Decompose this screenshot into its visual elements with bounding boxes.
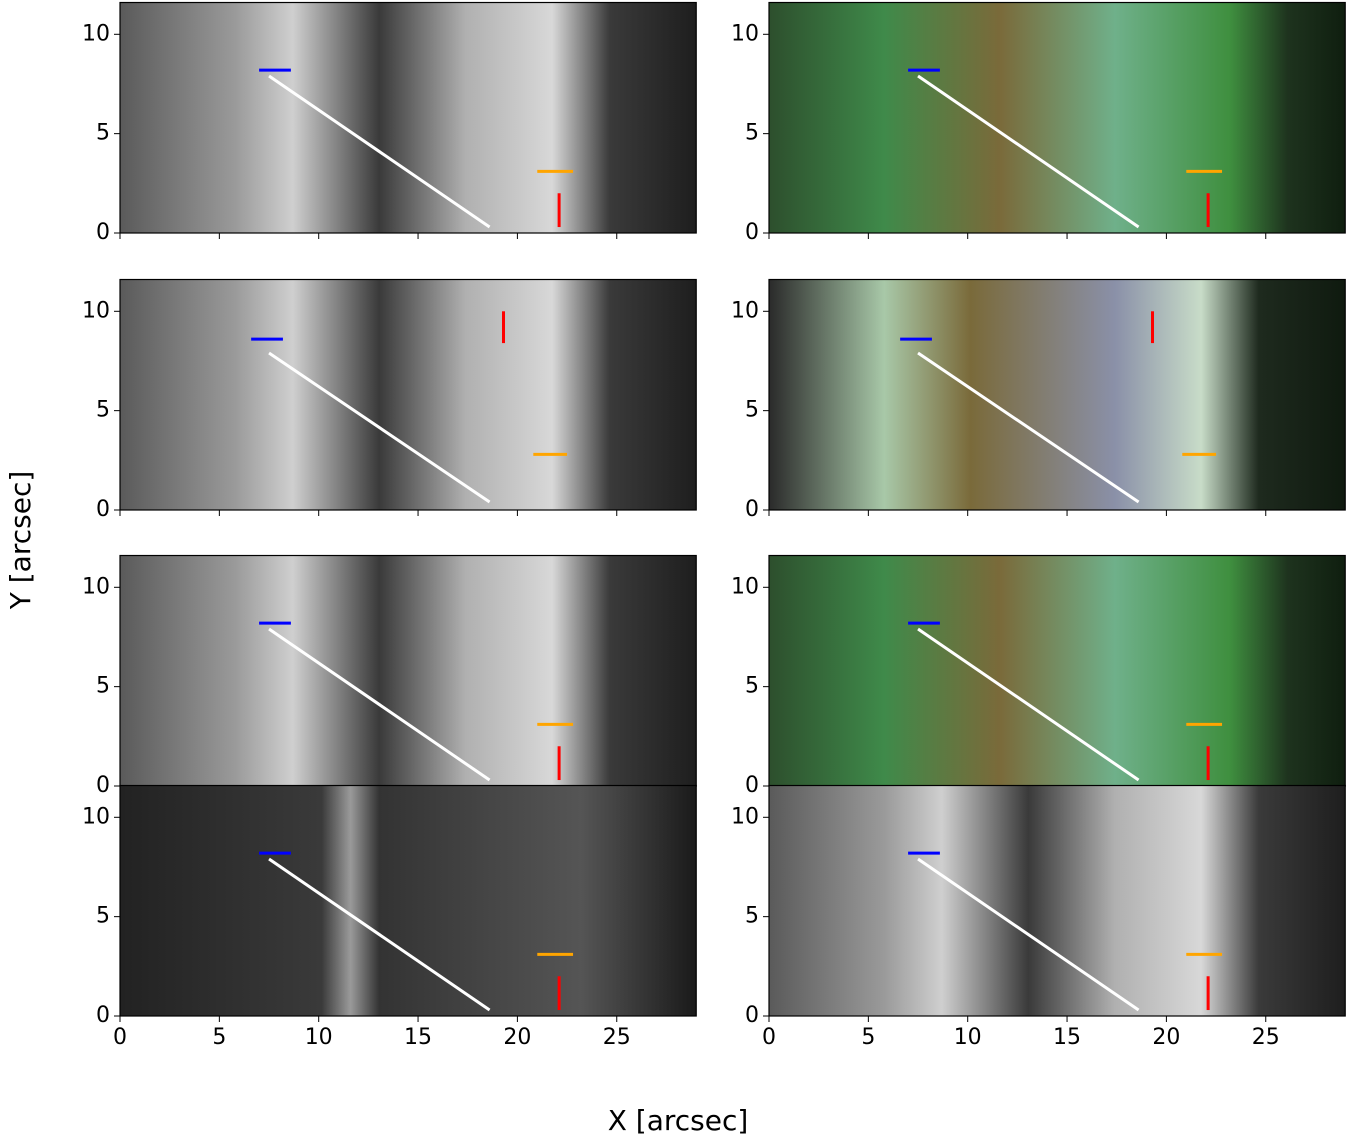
y-tick-label: 5 (96, 121, 110, 146)
marker-line (917, 627, 1140, 782)
image (769, 2, 1346, 234)
image (120, 555, 697, 786)
x-axis-label: X [arcsec] (608, 1104, 749, 1137)
x-tick-label: 20 (1152, 1025, 1180, 1050)
y-tick-label: 0 (96, 773, 110, 798)
frame (119, 1, 697, 234)
x-tick-label: 10 (305, 1025, 333, 1050)
frame (119, 784, 697, 1017)
marker-line (268, 627, 491, 782)
y-tick-label: 0 (745, 497, 759, 522)
y-tick-label: 0 (96, 497, 110, 522)
y-tick-label: 10 (82, 574, 110, 599)
y-tick-label: 0 (745, 1003, 759, 1028)
image (120, 279, 697, 510)
x-tick-label: 15 (1053, 1025, 1081, 1050)
y-tick-label: 0 (745, 773, 759, 798)
image (120, 2, 697, 234)
x-tick-label: 20 (503, 1025, 531, 1050)
y-tick-label: 10 (731, 298, 759, 323)
y-tick-label: 10 (731, 21, 759, 46)
image (769, 555, 1346, 786)
marker-line (268, 857, 491, 1012)
y-tick-label: 10 (82, 298, 110, 323)
y-tick-label: 10 (82, 21, 110, 46)
y-tick-label: 10 (731, 574, 759, 599)
frame (768, 278, 1346, 511)
frame (768, 1, 1346, 234)
marker-line (917, 351, 1140, 504)
x-tick-label: 10 (954, 1025, 982, 1050)
image (120, 785, 697, 1016)
y-tick-label: 10 (82, 804, 110, 829)
marker-line (917, 857, 1140, 1012)
x-tick-label: 25 (603, 1025, 631, 1050)
x-tick-label: 15 (404, 1025, 432, 1050)
x-tick-label: 5 (212, 1025, 226, 1050)
y-tick-label: 5 (96, 398, 110, 423)
y-tick-label: 0 (96, 1003, 110, 1028)
image (769, 279, 1346, 510)
x-tick-label: 5 (861, 1025, 875, 1050)
frame (119, 278, 697, 511)
y-axis-label: Y [arcsec] (4, 471, 37, 611)
image (769, 785, 1346, 1016)
y-tick-label: 0 (745, 220, 759, 245)
marker-line (917, 74, 1140, 229)
y-tick-label: 5 (96, 904, 110, 929)
y-tick-label: 5 (745, 121, 759, 146)
y-tick-label: 5 (96, 674, 110, 699)
y-tick-label: 5 (745, 398, 759, 423)
marker-line (268, 351, 491, 504)
frame (768, 784, 1346, 1017)
y-tick-label: 5 (745, 904, 759, 929)
x-tick-label: 0 (762, 1025, 776, 1050)
x-tick-label: 25 (1252, 1025, 1280, 1050)
y-tick-label: 5 (745, 674, 759, 699)
y-tick-label: 10 (731, 804, 759, 829)
marker-line (268, 74, 491, 229)
x-tick-label: 0 (113, 1025, 127, 1050)
y-tick-label: 0 (96, 220, 110, 245)
